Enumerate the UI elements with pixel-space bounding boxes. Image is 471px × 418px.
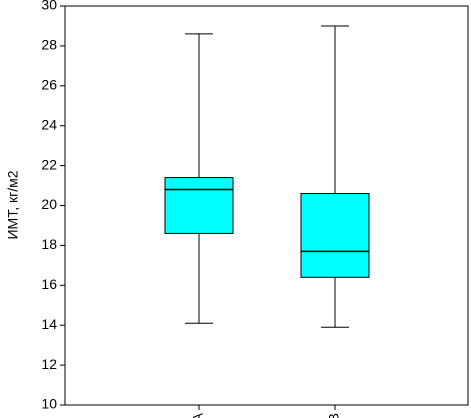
plot-frame bbox=[64, 5, 469, 406]
y-tick-label: 26 bbox=[41, 77, 57, 93]
y-axis-label: ИМТ, кг/м2 bbox=[5, 170, 21, 239]
y-tick-label: 28 bbox=[41, 37, 57, 53]
y-tick-label: 20 bbox=[41, 196, 57, 212]
box bbox=[300, 193, 370, 278]
y-tick-label: 16 bbox=[41, 276, 57, 292]
y-tick-label: 30 bbox=[41, 0, 57, 13]
y-tick-label: 10 bbox=[41, 396, 57, 412]
y-tick-label: 14 bbox=[41, 316, 57, 332]
y-tick-label: 12 bbox=[41, 356, 57, 372]
x-tick-label: A bbox=[190, 412, 206, 418]
x-tick-label: B bbox=[326, 413, 342, 418]
y-tick-label: 24 bbox=[41, 116, 57, 132]
y-tick-label: 18 bbox=[41, 236, 57, 252]
box bbox=[164, 177, 234, 234]
y-tick-label: 22 bbox=[41, 156, 57, 172]
